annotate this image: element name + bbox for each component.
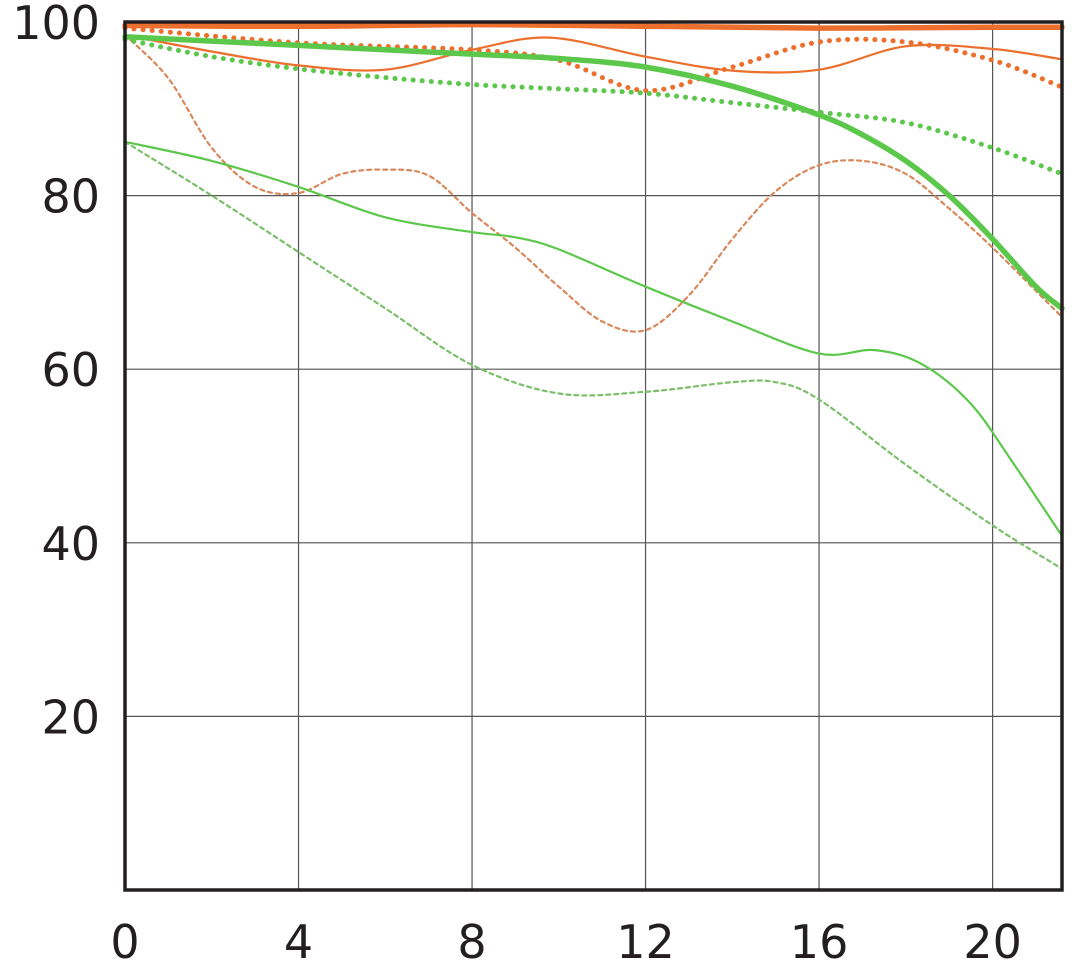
- grid: [125, 22, 1062, 890]
- plot-frame: [123, 20, 1064, 892]
- x-tick-label-8: 8: [457, 915, 486, 963]
- y-tick-label-80: 80: [41, 170, 100, 224]
- y-tick-label-60: 60: [41, 343, 100, 397]
- x-tick-label-12: 12: [616, 915, 675, 963]
- series-line-green-dashed-thin: [123, 140, 1064, 570]
- x-tick-label-4: 4: [284, 915, 313, 963]
- series-line-green-solid-thin: [123, 140, 1064, 537]
- series-line-green-solid-thick: [122, 34, 1065, 312]
- x-tick-label-0: 0: [110, 915, 139, 963]
- x-tick-label-16: 16: [790, 915, 849, 963]
- y-tick-label-20: 20: [41, 690, 100, 744]
- series-line-green-dotted-thick: [122, 36, 1065, 177]
- y-tick-labels: 20 40 60 80 100: [12, 0, 100, 744]
- x-tick-label-20: 20: [963, 915, 1022, 963]
- series-line-orange-solid-thin: [123, 33, 1064, 74]
- x-tick-labels: 0 4 8 12 16 20: [110, 915, 1022, 963]
- series-line-orange-dashed-thin: [123, 33, 1064, 333]
- series-line-orange-solid-thick: [122, 21, 1065, 31]
- y-tick-label-40: 40: [41, 517, 100, 571]
- y-tick-label-100: 100: [12, 0, 100, 50]
- series-group: [122, 21, 1065, 570]
